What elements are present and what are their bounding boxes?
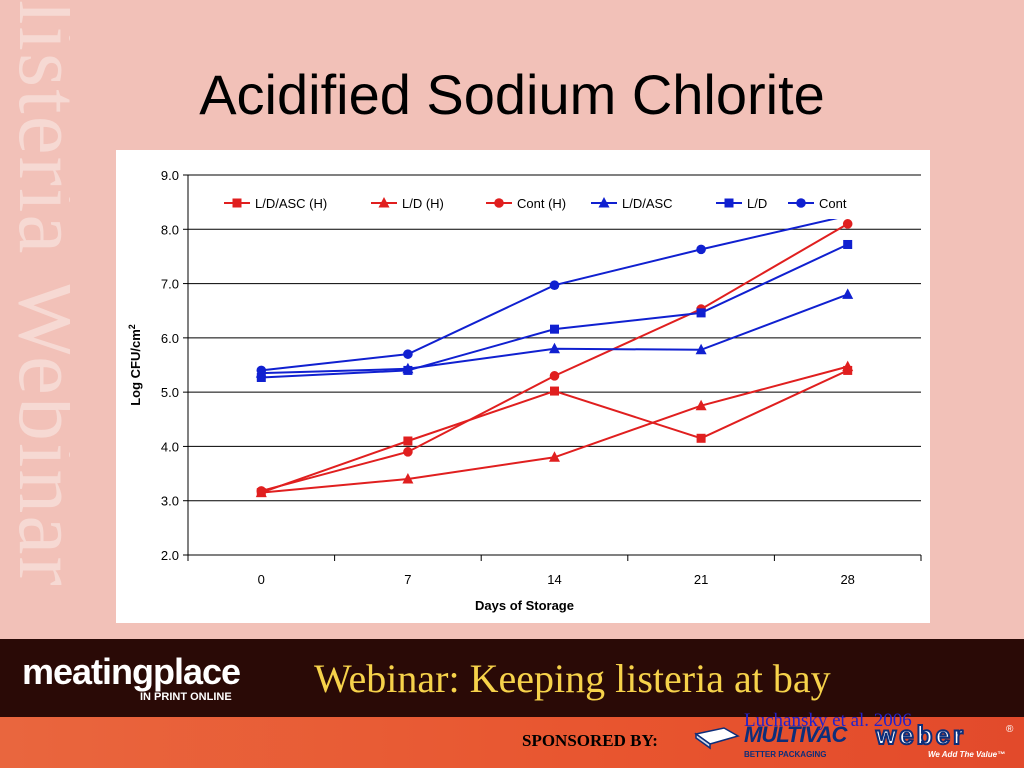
brand-logo: meatingplace [22, 651, 241, 692]
data-point [403, 349, 413, 359]
data-point [549, 280, 560, 290]
chart-area: 2.0 3.0 4.0 5.0 6.0 7.0 8.0 9.0 0 7 14 21 28 Days of … [116, 150, 930, 623]
brand-subtitle: IN PRINT ONLINE [140, 691, 232, 703]
y-tick-label: 7.0 [161, 277, 179, 292]
series-line [261, 365, 848, 494]
watermark: listeria Webinar [0, 0, 70, 640]
data-point [403, 365, 413, 375]
y-tick-label: 4.0 [161, 439, 179, 454]
series-line [261, 243, 849, 379]
footer-banner: meatingplace IN PRINT ONLINE Webinar: Ke… [0, 639, 1024, 717]
data-point [842, 360, 854, 372]
data-point [256, 365, 267, 376]
weber-tagline: We Add The Value™ [928, 750, 1006, 759]
legend-label: Cont (H) [517, 196, 566, 211]
citation: Luchansky et al. 2006 [744, 710, 912, 731]
data-point [550, 324, 559, 334]
x-tick-label: 28 [840, 572, 854, 587]
series-line [261, 222, 849, 492]
data-point [696, 308, 706, 318]
registered-mark: ® [1006, 724, 1014, 735]
sponsor-band [0, 717, 1024, 768]
sponsored-label: SPONSORED BY: [522, 731, 658, 750]
tray-icon [694, 727, 740, 750]
legend-marker [378, 197, 390, 208]
multivac-tagline: BETTER PACKAGING [744, 750, 827, 759]
data-point [403, 447, 413, 457]
x-tick-label: 7 [404, 572, 411, 587]
legend-marker [494, 198, 504, 208]
y-tick-label: 2.0 [161, 548, 179, 563]
multivac-logo: MULTIVAC [744, 722, 847, 747]
slide-title: Acidified Sodium Chlorite [199, 63, 825, 126]
y-tick-label: 6.0 [161, 331, 179, 346]
legend-label: L/D/ASC (H) [255, 196, 327, 211]
y-axis-title: Log CFU/cm2 [127, 324, 143, 406]
data-point [842, 219, 853, 229]
data-point [843, 239, 853, 249]
watermark-text: listeria Webinar [0, 0, 70, 588]
legend-marker [232, 198, 242, 208]
data-point [695, 399, 707, 411]
x-tick-label: 0 [258, 572, 265, 587]
data-point [696, 244, 706, 255]
x-tick-label: 14 [547, 572, 561, 587]
y-tick-label: 8.0 [161, 222, 179, 237]
data-point [696, 433, 706, 443]
legend-label: L/D [747, 196, 767, 211]
data-point [403, 436, 413, 446]
x-axis-title: Days of Storage [475, 598, 574, 613]
data-point [402, 473, 414, 484]
legend-marker [724, 198, 734, 208]
x-tick-label: 21 [694, 572, 708, 587]
data-point [549, 451, 560, 462]
data-point [842, 288, 854, 299]
legend-marker [598, 197, 610, 208]
legend-label: Cont [819, 196, 847, 211]
data-point [550, 386, 559, 396]
data-point [549, 371, 560, 381]
data-point [695, 343, 707, 355]
data-point [256, 486, 267, 496]
data-point [549, 342, 560, 354]
y-axis-title-superscript: 2 [127, 324, 137, 329]
y-tick-label: 3.0 [161, 494, 179, 509]
legend-label: L/D/ASC [622, 196, 673, 211]
data-point [256, 372, 266, 382]
y-tick-label: 9.0 [161, 168, 179, 183]
line-chart: 2.0 3.0 4.0 5.0 6.0 7.0 8.0 9.0 0 7 14 21 28 Days of … [127, 168, 922, 613]
weber-logo: weber [875, 720, 967, 750]
webinar-title: Webinar: Keeping listeria at bay [314, 656, 831, 701]
y-tick-label: 5.0 [161, 385, 179, 400]
legend-label: L/D (H) [402, 196, 444, 211]
legend-marker [796, 198, 806, 208]
